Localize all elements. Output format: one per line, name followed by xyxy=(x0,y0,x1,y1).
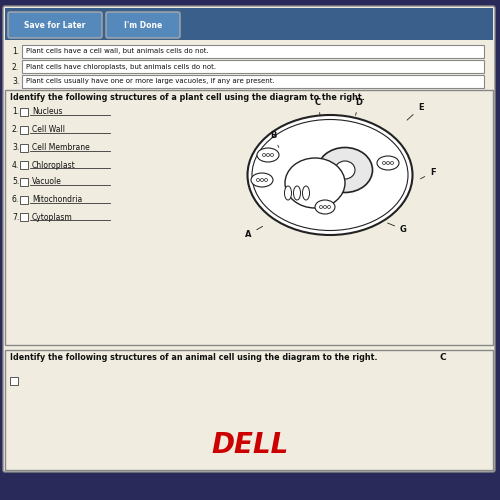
Ellipse shape xyxy=(284,186,292,200)
Ellipse shape xyxy=(260,178,264,182)
Bar xyxy=(5,90,493,345)
Text: C: C xyxy=(315,98,321,115)
Bar xyxy=(10,377,18,385)
Bar xyxy=(20,196,28,204)
Bar xyxy=(5,8,493,40)
Ellipse shape xyxy=(302,186,310,200)
Bar xyxy=(20,213,28,221)
Text: Mitochondria: Mitochondria xyxy=(32,196,82,204)
Ellipse shape xyxy=(377,156,399,170)
Bar xyxy=(22,60,484,73)
Text: 1.: 1. xyxy=(12,108,19,116)
Text: 1.: 1. xyxy=(12,48,19,56)
Text: G: G xyxy=(388,223,407,234)
Text: 7.: 7. xyxy=(12,212,19,222)
Text: 4.: 4. xyxy=(12,160,19,170)
Text: 2.: 2. xyxy=(12,126,19,134)
Ellipse shape xyxy=(264,178,268,182)
Ellipse shape xyxy=(320,206,322,208)
Ellipse shape xyxy=(251,173,273,187)
Ellipse shape xyxy=(315,200,335,214)
Text: B: B xyxy=(270,131,279,148)
Ellipse shape xyxy=(285,158,345,208)
Ellipse shape xyxy=(386,162,390,164)
Text: Plant cells usually have one or more large vacuoles, if any are present.: Plant cells usually have one or more lar… xyxy=(26,78,275,84)
FancyBboxPatch shape xyxy=(8,12,102,38)
Ellipse shape xyxy=(335,161,355,179)
Ellipse shape xyxy=(390,162,394,164)
Text: Cytoplasm: Cytoplasm xyxy=(32,212,73,222)
Text: Save for Later: Save for Later xyxy=(24,20,86,30)
Bar xyxy=(20,161,28,169)
Bar xyxy=(5,350,493,470)
Text: 5.: 5. xyxy=(12,178,19,186)
Text: 3.: 3. xyxy=(12,144,19,152)
Ellipse shape xyxy=(294,186,300,200)
Text: Plant cells have a cell wall, but animals cells do not.: Plant cells have a cell wall, but animal… xyxy=(26,48,209,54)
Ellipse shape xyxy=(318,148,372,192)
Text: C: C xyxy=(440,352,446,362)
Text: Cell Wall: Cell Wall xyxy=(32,126,65,134)
Text: 6.: 6. xyxy=(12,196,19,204)
Text: Chloroplast: Chloroplast xyxy=(32,160,76,170)
Text: Nucleus: Nucleus xyxy=(32,108,62,116)
Bar xyxy=(20,126,28,134)
Ellipse shape xyxy=(248,115,412,235)
Text: Vacuole: Vacuole xyxy=(32,178,62,186)
Ellipse shape xyxy=(270,154,274,156)
Text: 2.: 2. xyxy=(12,62,19,72)
Text: F: F xyxy=(420,168,436,178)
Ellipse shape xyxy=(256,178,260,182)
Ellipse shape xyxy=(262,154,266,156)
Text: Cell Membrane: Cell Membrane xyxy=(32,144,90,152)
Text: I'm Done: I'm Done xyxy=(124,20,162,30)
Text: DELL: DELL xyxy=(212,431,288,459)
Ellipse shape xyxy=(266,154,270,156)
Bar xyxy=(22,45,484,58)
Text: E: E xyxy=(407,103,424,120)
Ellipse shape xyxy=(257,148,279,162)
Bar xyxy=(22,75,484,88)
Text: 3.: 3. xyxy=(12,78,19,86)
Ellipse shape xyxy=(328,206,330,208)
Bar xyxy=(20,144,28,152)
Text: D: D xyxy=(355,98,362,116)
FancyBboxPatch shape xyxy=(3,6,495,472)
Bar xyxy=(20,108,28,116)
Bar xyxy=(20,178,28,186)
FancyBboxPatch shape xyxy=(106,12,180,38)
Text: A: A xyxy=(245,226,262,239)
Text: Identify the following structures of a plant cell using the diagram to the right: Identify the following structures of a p… xyxy=(10,94,365,102)
Text: Identify the following structures of an animal cell using the diagram to the rig: Identify the following structures of an … xyxy=(10,352,378,362)
Ellipse shape xyxy=(382,162,386,164)
Text: Plant cells have chloroplasts, but animals cells do not.: Plant cells have chloroplasts, but anima… xyxy=(26,64,216,70)
Ellipse shape xyxy=(324,206,326,208)
